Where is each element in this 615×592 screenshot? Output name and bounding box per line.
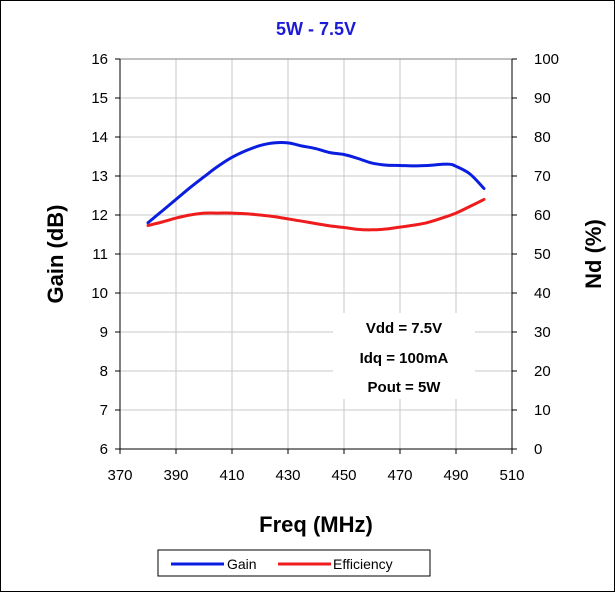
legend-gain-label: Gain (227, 556, 257, 572)
axis-ticks: 370 390 410 430 450 470 490 510 6 7 8 9 10 11 12 13 14 15… (91, 51, 559, 484)
y2-tick-label: 60 (534, 207, 551, 224)
legend-efficiency-label: Efficiency (333, 556, 393, 572)
y-tick-label: 11 (92, 246, 108, 263)
y-tick-label: 12 (91, 207, 108, 224)
x-tick-label: 370 (107, 467, 132, 484)
x-axis-label: Freq (MHz) (259, 512, 373, 537)
y2-tick-label: 100 (534, 51, 559, 68)
x-tick-label: 430 (275, 467, 300, 484)
y2-tick-label: 40 (534, 285, 551, 302)
x-tick-label: 510 (499, 467, 524, 484)
legend: Gain Efficiency (157, 549, 431, 577)
y-tick-label: 15 (91, 90, 108, 107)
annotation-vdd: Vdd = 7.5V (366, 320, 442, 337)
y-tick-label: 9 (100, 324, 108, 341)
efficiency-series-line (146, 197, 486, 232)
y2-tick-label: 50 (534, 246, 551, 263)
annotation-background (333, 313, 475, 399)
y2-tick-label: 90 (534, 90, 551, 107)
x-tick-label: 410 (219, 467, 244, 484)
y-tick-label: 6 (100, 441, 108, 458)
conditions-annotation: Vdd = 7.5V Idq = 100mA Pout = 5W (333, 313, 475, 399)
y2-tick-label: 20 (534, 363, 551, 380)
data-series (146, 140, 486, 232)
y2-tick-label: 10 (534, 402, 551, 419)
annotation-pout: Pout = 5W (368, 379, 442, 396)
y-axis-label: Gain (dB) (43, 205, 68, 304)
y-tick-label: 8 (100, 363, 108, 380)
chart-title: 5W - 7.5V (276, 19, 356, 39)
x-tick-label: 390 (163, 467, 188, 484)
x-tick-label: 470 (387, 467, 412, 484)
annotation-idq: Idq = 100mA (360, 350, 449, 367)
y-tick-label: 10 (91, 285, 108, 302)
x-tick-label: 450 (331, 467, 356, 484)
y2-tick-label: 0 (534, 441, 542, 458)
y2-tick-label: 70 (534, 168, 551, 185)
y2-tick-label: 30 (534, 324, 551, 341)
gain-series-line (146, 140, 486, 225)
y-tick-label: 13 (91, 168, 108, 185)
y-tick-label: 16 (91, 51, 108, 68)
y-tick-label: 14 (91, 129, 108, 146)
y2-axis-label: Nd (%) (581, 219, 606, 289)
y2-tick-label: 80 (534, 129, 551, 146)
x-tick-label: 490 (443, 467, 468, 484)
y-tick-label: 7 (100, 402, 108, 419)
